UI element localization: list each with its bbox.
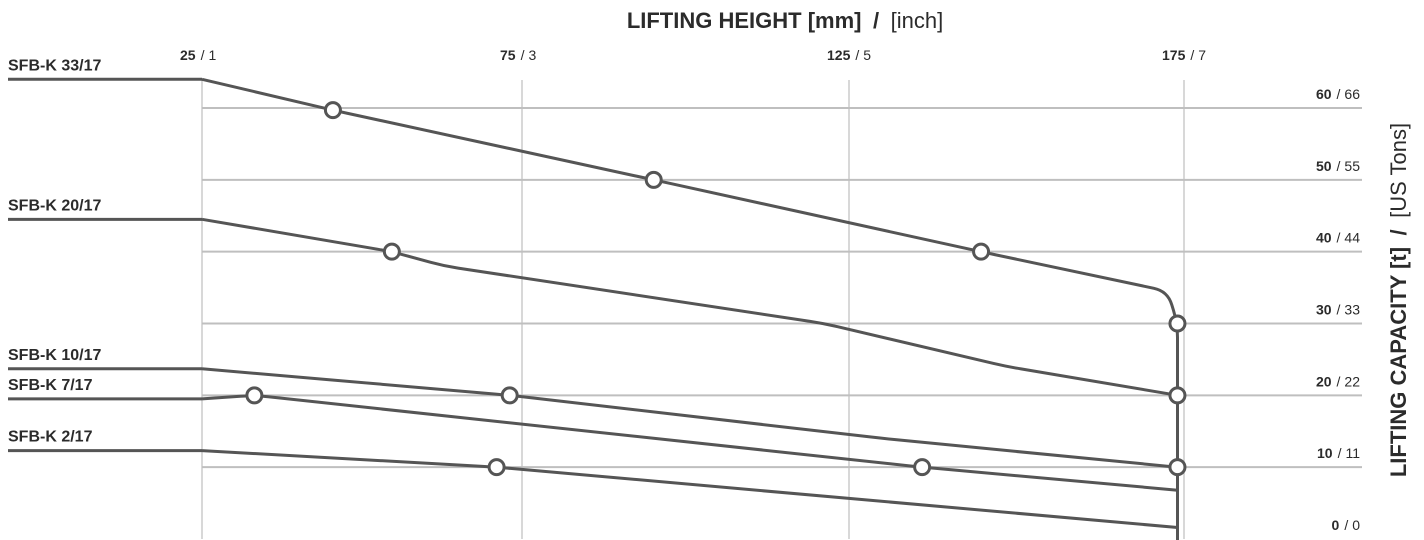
marker-sfb-k-7-17-1 — [913, 458, 932, 477]
marker-sfb-k-7-17-0 — [245, 386, 264, 405]
series-line-sfb-k-10-17 — [201, 367, 1178, 469]
y-tick-label-10: 10/11 — [1317, 445, 1360, 461]
x-tick-label-125: 125/5 — [827, 47, 871, 63]
series-line-sfb-k-7-17 — [201, 394, 1178, 492]
series-line-sfb-k-2-17 — [201, 449, 1178, 529]
series-line-sfb-k-33-17 — [201, 77, 1179, 540]
x-tick-label-175: 175/7 — [1162, 47, 1206, 63]
series-label-sfb-k-20-17: SFB-K 20/17 — [8, 197, 101, 214]
marker-sfb-k-33-17-1 — [644, 170, 663, 189]
marker-sfb-k-33-17-2 — [972, 242, 991, 261]
y-tick-label-0: 0/0 — [1332, 517, 1361, 533]
series-line-sfb-k-20-17 — [201, 217, 1178, 397]
y-tick-label-50: 50/55 — [1316, 158, 1360, 174]
y-tick-label-20: 20/22 — [1316, 373, 1360, 389]
series-label-sfb-k-33-17: SFB-K 33/17 — [8, 57, 101, 74]
marker-sfb-k-33-17-3 — [1168, 314, 1187, 333]
marker-junction-20 — [1168, 386, 1187, 405]
marker-sfb-k-10-17-0 — [500, 386, 519, 405]
x-tick-label-25: 25/1 — [180, 47, 216, 63]
marker-sfb-k-2-17-0 — [487, 458, 506, 477]
series-label-sfb-k-7-17: SFB-K 7/17 — [8, 377, 93, 394]
markers-layer — [245, 101, 1187, 477]
grid-layer — [201, 80, 1362, 539]
marker-sfb-k-20-17-0 — [382, 242, 401, 261]
y-tick-label-60: 60/66 — [1316, 86, 1360, 102]
marker-sfb-k-33-17-0 — [323, 101, 342, 120]
labels-layer: 25/1 75/3 125/5 175/7 60/66 50/55 40/44 30/33 20… — [8, 47, 1360, 533]
y-axis-label: LIFTING CAPACITY [t] / [US Tons] — [1386, 123, 1411, 477]
marker-junction-10 — [1168, 458, 1187, 477]
series-label-sfb-k-10-17: SFB-K 10/17 — [8, 347, 101, 364]
y-tick-label-30: 30/33 — [1316, 302, 1360, 318]
series-label-sfb-k-2-17: SFB-K 2/17 — [8, 429, 93, 446]
x-tick-label-75: 75/3 — [500, 47, 536, 63]
series-lines-layer — [8, 77, 1179, 540]
chart-title: LIFTING HEIGHT [mm] / [inch] — [627, 8, 943, 33]
y-tick-label-40: 40/44 — [1316, 230, 1360, 246]
